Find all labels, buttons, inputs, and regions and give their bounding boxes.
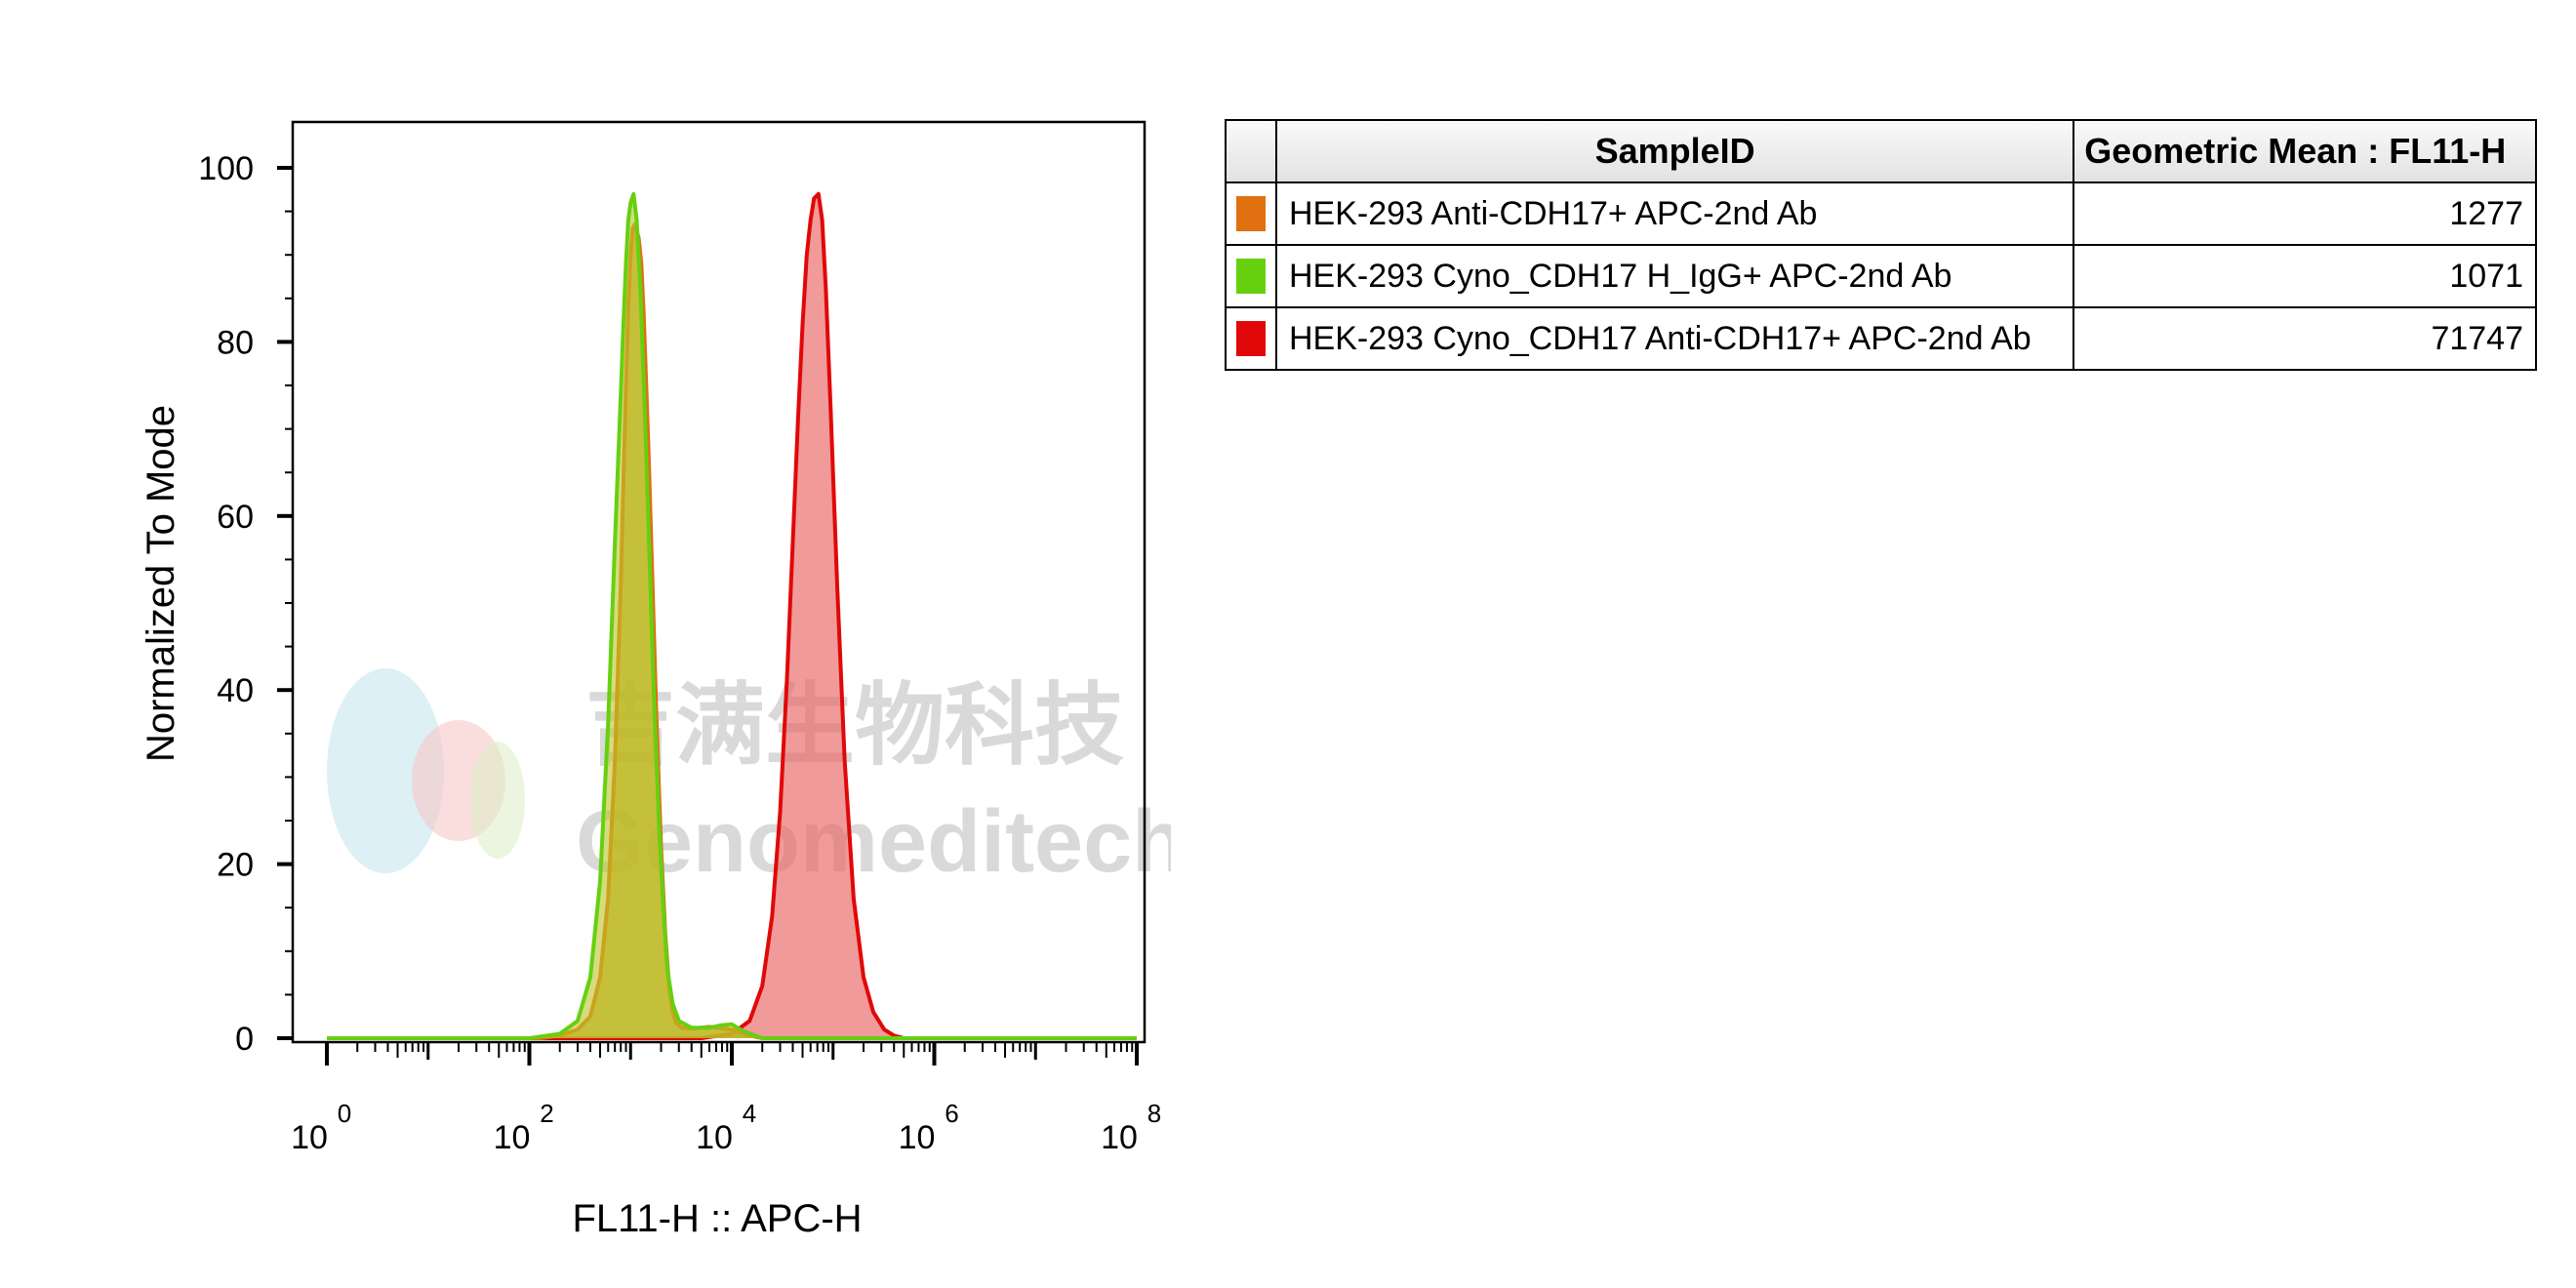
x-tick-label-exponent: 8 bbox=[1147, 1099, 1161, 1128]
watermark-logo-helix bbox=[470, 742, 525, 859]
x-tick-label-base: 10 bbox=[696, 1119, 733, 1156]
legend-table: SampleID Geometric Mean : FL11-H HEK-293… bbox=[1225, 119, 2537, 371]
legend-swatch bbox=[1236, 259, 1266, 294]
legend-swatch bbox=[1236, 321, 1266, 356]
header-geometric-mean: Geometric Mean : FL11-H bbox=[2073, 119, 2537, 183]
legend-swatch-cell bbox=[1225, 181, 1277, 246]
legend-swatch-cell bbox=[1225, 244, 1277, 308]
series-line-1 bbox=[327, 191, 1137, 1040]
watermark-logo-swirl bbox=[327, 668, 444, 873]
legend-header-row: SampleID Geometric Mean : FL11-H bbox=[1225, 119, 2537, 183]
x-tick-label-exponent: 6 bbox=[945, 1099, 958, 1128]
y-tick-label: 40 bbox=[217, 672, 254, 709]
series-area-2 bbox=[327, 193, 1137, 1039]
legend-sample-name: HEK-293 Cyno_CDH17 Anti-CDH17+ APC-2nd A… bbox=[1274, 306, 2075, 371]
watermark: 吉满生物科技 Genomeditech bbox=[327, 668, 1171, 891]
legend-row: HEK-293 Anti-CDH17+ APC-2nd Ab 1277 bbox=[1225, 181, 2537, 246]
x-axis-title: FL11-H :: APC-H bbox=[572, 1197, 862, 1240]
legend-swatch-cell bbox=[1225, 306, 1277, 371]
header-swatch bbox=[1225, 119, 1277, 183]
legend-geometric-mean: 71747 bbox=[2073, 306, 2537, 371]
y-tick-label: 0 bbox=[235, 1021, 254, 1058]
y-tick-label: 20 bbox=[217, 847, 254, 884]
series-line-2 bbox=[327, 191, 1137, 1040]
histogram-chart: 吉满生物科技 Genomeditech 0 20 40 60 80 100 10 0 10 2 10 4 1… bbox=[0, 0, 1171, 1288]
x-tick-label-exponent: 2 bbox=[540, 1099, 553, 1128]
legend-sample-name: HEK-293 Anti-CDH17+ APC-2nd Ab bbox=[1274, 181, 2075, 246]
x-tick-label-base: 10 bbox=[494, 1119, 531, 1156]
y-tick-label: 80 bbox=[217, 324, 254, 361]
y-tick-label: 100 bbox=[198, 150, 254, 187]
series-line-0 bbox=[327, 222, 1137, 1040]
x-tick-label-exponent: 0 bbox=[338, 1099, 351, 1128]
x-tick-label-base: 10 bbox=[291, 1119, 328, 1156]
series-area-1 bbox=[327, 193, 1137, 1039]
legend-swatch bbox=[1236, 196, 1266, 231]
legend-sample-name: HEK-293 Cyno_CDH17 H_IgG+ APC-2nd Ab bbox=[1274, 244, 2075, 308]
y-tick-label: 60 bbox=[217, 499, 254, 536]
series-area-0 bbox=[327, 224, 1137, 1038]
x-tick-label-base: 10 bbox=[1101, 1119, 1138, 1156]
watermark-english-text: Genomeditech bbox=[576, 793, 1171, 891]
x-tick-label-exponent: 4 bbox=[743, 1099, 756, 1128]
plot-frame bbox=[291, 120, 1147, 1044]
y-axis-title: Normalized To Mode bbox=[140, 405, 182, 762]
x-tick-label-base: 10 bbox=[899, 1119, 936, 1156]
legend-geometric-mean: 1071 bbox=[2073, 244, 2537, 308]
legend-geometric-mean: 1277 bbox=[2073, 181, 2537, 246]
chart-svg: 吉满生物科技Genomeditech0204060801001001021041… bbox=[140, 120, 1171, 1240]
header-sample-id: SampleID bbox=[1274, 119, 2075, 183]
legend-row: HEK-293 Cyno_CDH17 H_IgG+ APC-2nd Ab 107… bbox=[1225, 244, 2537, 308]
legend-row: HEK-293 Cyno_CDH17 Anti-CDH17+ APC-2nd A… bbox=[1225, 306, 2537, 371]
watermark-chinese-text: 吉满生物科技 bbox=[585, 673, 1124, 778]
